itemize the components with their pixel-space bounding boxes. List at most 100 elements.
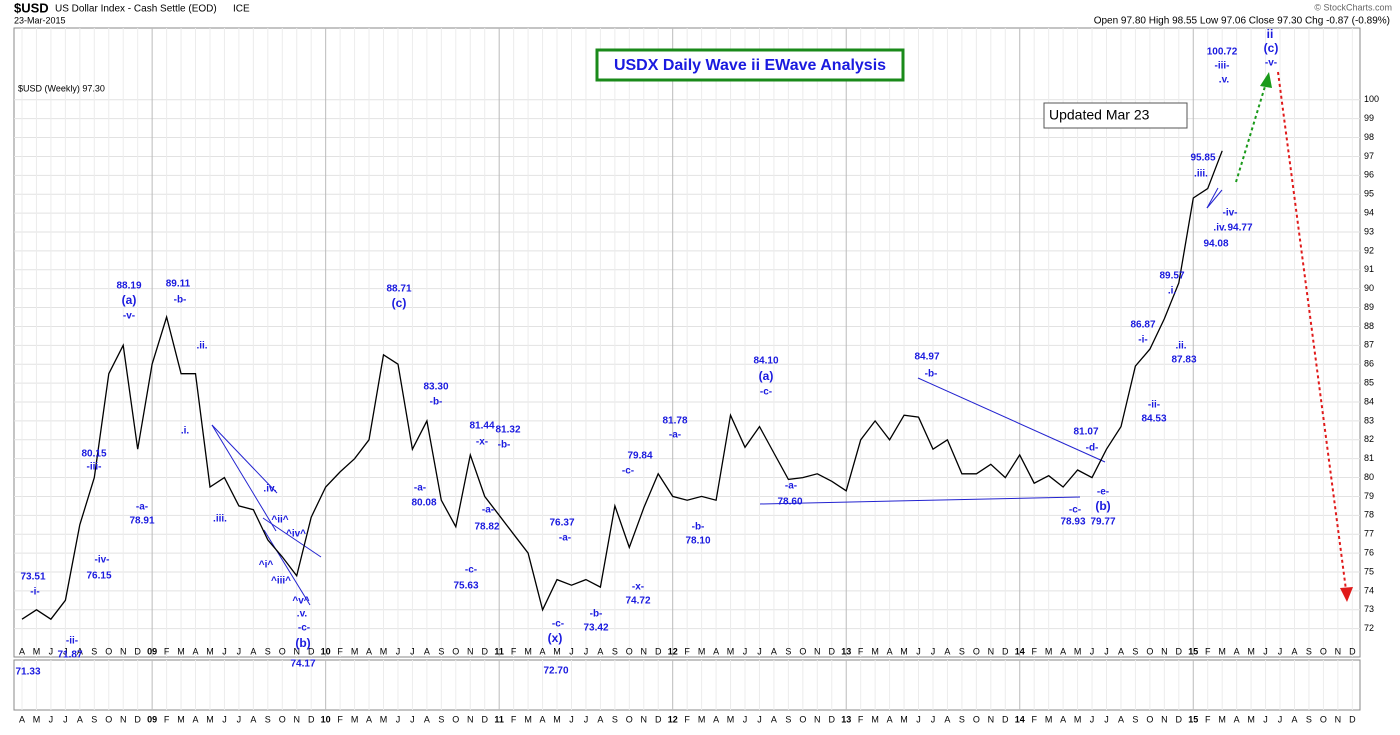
x-tick-label: N	[641, 646, 648, 656]
x-tick-label: D	[481, 714, 488, 724]
wave-label: .v.	[297, 609, 308, 620]
x-tick-label: A	[713, 646, 719, 656]
x-tick-label: A	[1291, 714, 1297, 724]
x-tick-label: A	[366, 646, 372, 656]
wave-label: -b-	[174, 295, 187, 306]
quote: Open 97.80 High 98.55 Low 97.06 Close 97…	[1094, 16, 1390, 27]
wave-label: 78.91	[129, 516, 154, 527]
title-box	[595, 48, 905, 82]
x-tick-label: M	[1074, 714, 1082, 724]
x-tick-label: A	[250, 714, 256, 724]
wave-label: 75.63	[453, 581, 478, 592]
x-tick-label: M	[206, 646, 214, 656]
wave-label: -x-	[476, 437, 488, 448]
x-tick-label: A	[424, 714, 430, 724]
x-tick-label: J	[931, 714, 936, 724]
x-tick-label: S	[959, 714, 965, 724]
x-tick-label: N	[467, 646, 474, 656]
y-tick-label: 85	[1364, 377, 1374, 387]
x-tick-label: O	[452, 646, 459, 656]
x-tick-label: 14	[1015, 646, 1025, 656]
x-tick-label: J	[63, 714, 68, 724]
y-tick-label: 96	[1364, 170, 1374, 180]
x-tick-label: M	[380, 646, 388, 656]
x-tick-label: J	[931, 646, 936, 656]
wave-label: -iv-	[1223, 208, 1238, 219]
x-tick-label: J	[410, 646, 415, 656]
x-tick-label: M	[1218, 646, 1226, 656]
y-tick-label: 82	[1364, 434, 1374, 444]
y-tick-label: 76	[1364, 547, 1374, 557]
y-tick-label: 75	[1364, 566, 1374, 576]
x-tick-label: J	[237, 646, 242, 656]
x-tick-label: D	[1349, 714, 1356, 724]
wave-label: -b-	[692, 522, 705, 533]
wave-label: -c-	[1069, 505, 1081, 516]
x-tick-label: M	[351, 714, 359, 724]
x-tick-label: D	[655, 714, 662, 724]
x-tick-label: J	[1090, 714, 1095, 724]
y-tick-label: 86	[1364, 359, 1374, 369]
wave-label: (x)	[548, 631, 563, 645]
wave-label: .iii.	[1194, 169, 1208, 180]
projection-arrow	[1235, 82, 1267, 183]
wave-label: 79.77	[1090, 517, 1115, 528]
x-tick-label: O	[1146, 646, 1153, 656]
x-tick-label: S	[612, 646, 618, 656]
wave-label: -iii-	[87, 462, 102, 473]
wave-label: 89.57	[1159, 271, 1184, 282]
wave-label: 84.10	[753, 356, 778, 367]
x-tick-label: D	[134, 646, 141, 656]
wave-label: -v-	[123, 311, 135, 322]
x-tick-label: N	[120, 646, 127, 656]
y-tick-label: 94	[1364, 207, 1374, 217]
x-tick-label: O	[105, 714, 112, 724]
x-tick-label: A	[944, 714, 950, 724]
wave-label: -b-	[430, 397, 443, 408]
wave-label: 81.44	[469, 421, 494, 432]
arrow-head	[1260, 72, 1272, 88]
x-tick-label: J	[1278, 646, 1283, 656]
x-tick-label: J	[1278, 714, 1283, 724]
x-tick-label: O	[626, 714, 633, 724]
arrow-head	[1340, 587, 1353, 602]
x-tick-label: A	[19, 646, 25, 656]
x-tick-label: M	[1247, 646, 1255, 656]
x-tick-label: J	[222, 714, 227, 724]
trend-lines	[211, 187, 1223, 606]
wave-label: ^iii^	[271, 576, 291, 587]
wave-label: -c-	[622, 466, 634, 477]
x-tick-label: M	[900, 714, 908, 724]
x-tick-label: F	[337, 714, 343, 724]
subtitle-box	[1043, 102, 1188, 129]
wave-label: 81.78	[662, 416, 687, 427]
wave-label: ^v^	[292, 596, 309, 607]
x-tick-label: A	[1234, 714, 1240, 724]
x-tick-label: D	[1002, 714, 1009, 724]
x-tick-label: J	[757, 714, 762, 724]
wave-label: 84.53	[1141, 414, 1166, 425]
x-tick-label: F	[1031, 646, 1037, 656]
x-tick-label: O	[105, 646, 112, 656]
y-tick-label: 83	[1364, 415, 1374, 425]
x-tick-label: S	[91, 714, 97, 724]
wave-label: 74.17	[290, 659, 315, 670]
y-tick-label: 84	[1364, 396, 1374, 406]
x-tick-label: A	[77, 646, 83, 656]
y-tick-label: 74	[1364, 585, 1374, 595]
x-tick-label: 09	[147, 714, 157, 724]
wave-label: -c-	[298, 623, 310, 634]
x-tick-label: F	[164, 646, 170, 656]
x-tick-label: M	[727, 646, 735, 656]
y-tick-label: 88	[1364, 321, 1374, 331]
x-tick-label: O	[973, 714, 980, 724]
x-tick-label: A	[771, 646, 777, 656]
symbol: $USD	[14, 0, 49, 15]
x-tick-label: M	[553, 646, 561, 656]
wave-label: 78.10	[685, 536, 710, 547]
x-tick-label: A	[944, 646, 950, 656]
wave-label: .i.	[1168, 286, 1177, 297]
wave-label: .iv.	[1213, 223, 1226, 234]
x-tick-label: A	[1060, 646, 1066, 656]
